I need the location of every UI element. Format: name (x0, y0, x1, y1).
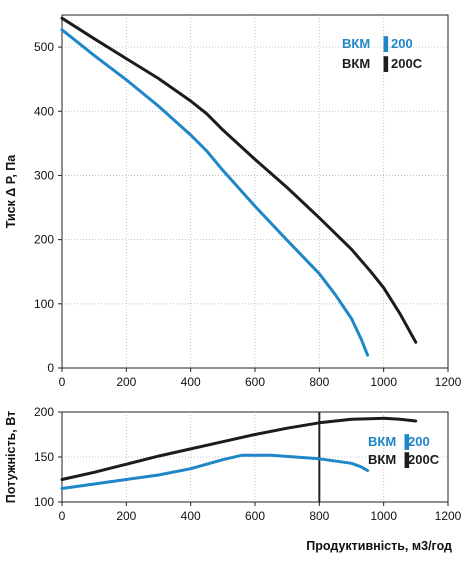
legend-entry-2: ВКМ ▐200С (368, 452, 440, 468)
chart-panel-2: 0 200 400 600 800 1000 1200 100 150 200 Потужність… (4, 405, 462, 553)
legend-model: ВКМ (368, 434, 396, 449)
legend-size: 200С (408, 452, 440, 467)
y-axis-title: Потужність, Вт (4, 411, 18, 503)
y-axis-title: Тиск Δ Р, Па (4, 154, 18, 229)
y-tick-label: 100 (34, 297, 54, 311)
legend-model: ВКМ (342, 56, 370, 71)
y-tick-label: 200 (34, 233, 54, 247)
y-tick-label: 200 (34, 405, 54, 419)
legend-separator: ▐ (400, 452, 410, 468)
y-tick-label: 500 (34, 40, 54, 54)
x-tick-label: 1200 (435, 375, 462, 389)
legend-entry-1: ВКМ ▐200 (368, 434, 430, 450)
legend-size: 200С (391, 56, 423, 71)
x-tick-label: 0 (59, 375, 66, 389)
y-tick-label: 300 (34, 168, 54, 182)
y-tick-label: 100 (34, 495, 54, 509)
legend-separator: ▐ (379, 36, 389, 52)
x-tick-label: 400 (181, 375, 201, 389)
legend-separator: ▐ (400, 434, 410, 450)
series-line-1 (60, 453, 370, 490)
legend: ВКМ ▐200 ВКМ ▐200С (342, 36, 423, 72)
y-tick-label: 400 (34, 104, 54, 118)
x-tick-label: 200 (116, 509, 136, 523)
x-tick-label: 1000 (370, 509, 397, 523)
x-tick-label: 600 (245, 375, 265, 389)
series-line-1 (60, 28, 370, 357)
x-tick-label: 400 (181, 509, 201, 523)
legend-entry-1: ВКМ ▐200 (342, 36, 413, 52)
y-tick-label: 150 (34, 450, 54, 464)
legend-separator: ▐ (379, 56, 389, 72)
x-tick-label: 800 (309, 509, 329, 523)
x-tick-label: 800 (309, 375, 329, 389)
x-axis-title: Продуктивність, м3/год (306, 539, 452, 553)
series-line-2 (60, 416, 418, 481)
legend-size: 200 (391, 36, 413, 51)
legend-size: 200 (408, 434, 430, 449)
legend-entry-2: ВКМ ▐200С (342, 56, 423, 72)
x-tick-label: 1200 (435, 509, 462, 523)
x-tick-label: 600 (245, 509, 265, 523)
y-tick-label: 0 (47, 361, 54, 375)
x-tick-label: 1000 (370, 375, 397, 389)
legend-model: ВКМ (368, 452, 396, 467)
x-tick-label: 0 (59, 509, 66, 523)
series-line-2 (60, 16, 418, 344)
chart-panel-1: 0 200 400 600 800 1000 1200 0 100 200 300 400 500 Тис… (4, 14, 462, 389)
x-tick-label: 200 (116, 375, 136, 389)
legend-model: ВКМ (342, 36, 370, 51)
